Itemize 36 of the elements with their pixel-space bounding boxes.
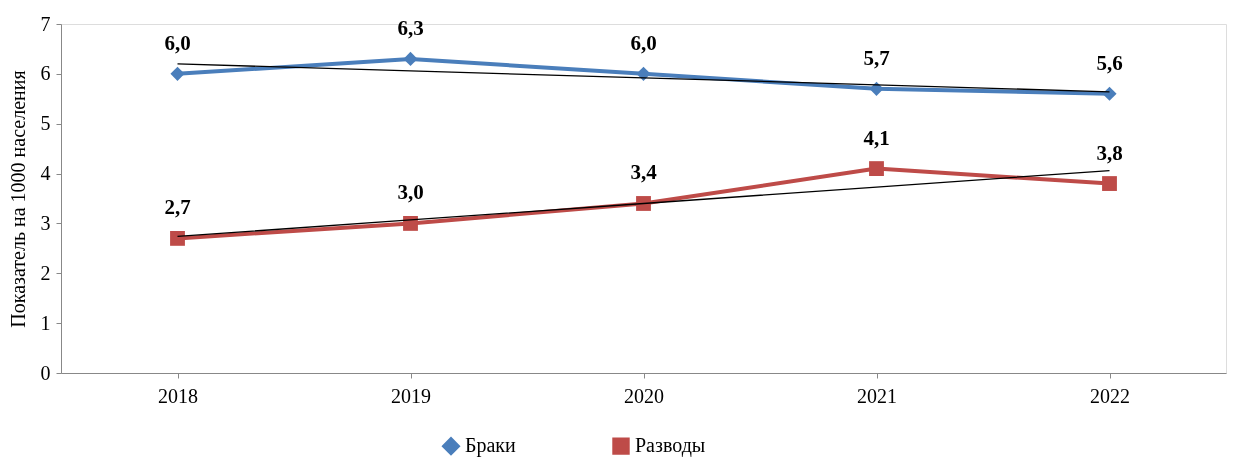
data-label: 6,0 bbox=[164, 30, 191, 55]
point bbox=[636, 196, 651, 211]
data-label: 3,0 bbox=[397, 180, 424, 205]
x-tick-label: 2018 bbox=[158, 384, 198, 407]
point bbox=[1102, 86, 1117, 101]
y-tick-label: 7 bbox=[40, 12, 51, 35]
y-tick-label: 3 bbox=[40, 211, 51, 234]
y-tick-label: 1 bbox=[40, 311, 51, 334]
data-label: 4,1 bbox=[863, 125, 890, 150]
x-tick-label: 2021 bbox=[857, 384, 897, 407]
y-axis-title: Показатель на 1000 населения bbox=[6, 70, 29, 328]
y-tick-label: 4 bbox=[40, 162, 51, 185]
data-label: 3,4 bbox=[630, 160, 658, 185]
point bbox=[170, 230, 185, 246]
legend-label: Браки bbox=[465, 434, 517, 458]
data-label: 5,7 bbox=[863, 45, 890, 70]
point bbox=[869, 161, 884, 176]
x-tick-label: 2022 bbox=[1090, 384, 1130, 407]
x-tick-label: 2020 bbox=[624, 384, 664, 407]
point bbox=[636, 66, 651, 81]
data-label: 5,6 bbox=[1096, 50, 1123, 75]
x-tick-label: 2019 bbox=[391, 384, 431, 407]
data-label: 6,3 bbox=[397, 15, 424, 40]
data-label: 6,0 bbox=[630, 30, 657, 55]
point bbox=[403, 51, 418, 66]
legend-label: Разводы bbox=[635, 434, 706, 458]
point bbox=[1102, 176, 1117, 191]
point bbox=[170, 66, 185, 81]
y-tick-label: 6 bbox=[40, 62, 51, 85]
y-tick-label: 2 bbox=[40, 261, 51, 284]
y-tick-label: 5 bbox=[40, 112, 51, 135]
point bbox=[869, 81, 884, 96]
data-label: 2,7 bbox=[164, 195, 191, 220]
y-tick-label: 0 bbox=[40, 361, 51, 384]
data-label: 3,8 bbox=[1096, 140, 1123, 165]
point bbox=[403, 216, 418, 231]
